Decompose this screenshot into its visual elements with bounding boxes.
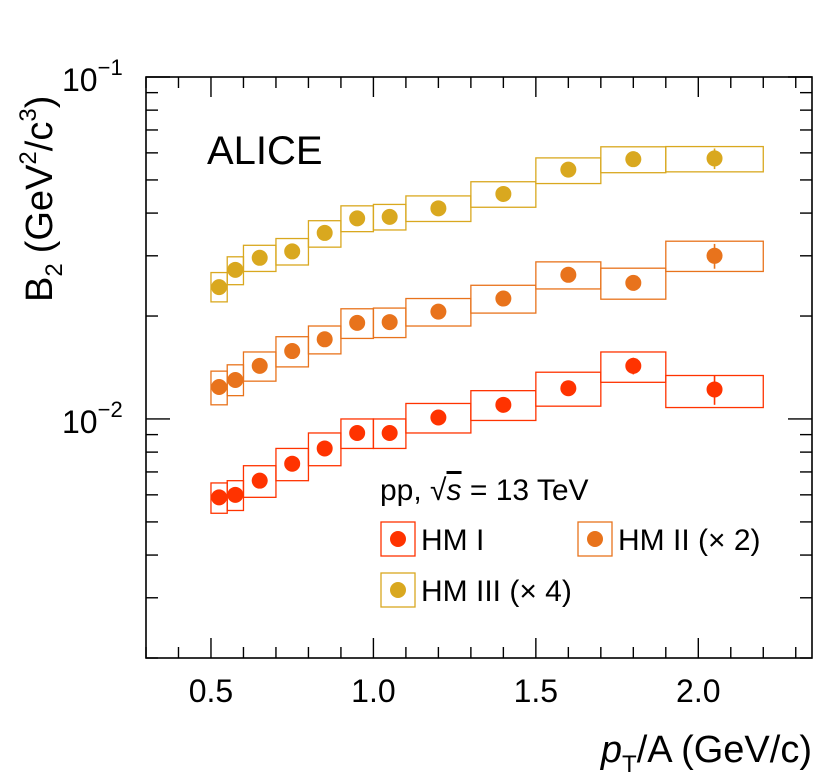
sys-error-box [405, 195, 472, 223]
data-point [316, 224, 333, 241]
data-point [560, 380, 577, 397]
x-tick-label: 0.5 [189, 673, 233, 709]
data-point [430, 303, 447, 320]
legend-marker [390, 582, 406, 598]
data-point [251, 357, 268, 374]
data-point [284, 455, 301, 472]
y-tick-label: 10−1 [62, 55, 123, 98]
data-point [495, 185, 512, 202]
x-axis-label: pT/A (GeV/c) [600, 729, 812, 778]
data-point [227, 486, 244, 503]
data-point [211, 379, 228, 396]
y-tick-label: 10−2 [62, 397, 123, 440]
sys-error-box [242, 465, 277, 498]
legend-marker [587, 531, 603, 547]
data-point [706, 247, 723, 264]
x-tick-label: 1.0 [351, 673, 395, 709]
data-point [251, 472, 268, 489]
plot-frame [145, 76, 813, 659]
legend: HM I HM II (× 2) HM III (× 4) [380, 521, 761, 608]
legend-marker [390, 531, 406, 547]
sys-error-box [275, 237, 310, 266]
data-point [349, 210, 366, 227]
sys-error-box [600, 351, 667, 383]
sys-error-box [307, 220, 342, 248]
data-point [560, 266, 577, 283]
legend-label: HM III (× 4) [421, 575, 572, 608]
sys-error-box [535, 371, 602, 407]
sys-error-box [307, 432, 342, 467]
data-point [349, 424, 366, 441]
sys-error-box [600, 267, 667, 300]
data-point [211, 279, 228, 296]
data-point [706, 150, 723, 167]
experiment-label: ALICE [207, 129, 323, 173]
data-point [430, 200, 447, 217]
data-point [251, 249, 268, 266]
data-point [625, 151, 642, 168]
sys-error-box [665, 240, 764, 273]
data-point [430, 409, 447, 426]
data-point [625, 274, 642, 291]
data-point [495, 396, 512, 413]
legend-box [380, 521, 416, 557]
legend-label: HM II (× 2) [618, 524, 761, 557]
data-point [211, 489, 228, 506]
x-tick-label: 1.5 [514, 673, 558, 709]
data-point [706, 381, 723, 398]
data-point [316, 440, 333, 457]
y-axis-label: B2(GeV2/c3) [15, 96, 68, 302]
sys-error-box [372, 418, 407, 450]
x-tick-label: 2.0 [676, 673, 720, 709]
data-point [227, 372, 244, 389]
data-point [625, 357, 642, 374]
legend-title: pp, √s = 13 TeV [380, 474, 589, 507]
data-point [495, 290, 512, 307]
sys-error-box [210, 271, 228, 303]
sys-error-box [470, 284, 537, 314]
data-point [284, 243, 301, 260]
data-point [381, 424, 398, 441]
data-point [381, 208, 398, 225]
legend-box [380, 572, 416, 608]
sys-error-box [665, 145, 764, 173]
sys-error-box [307, 325, 342, 355]
legend-label: HM I [421, 524, 484, 557]
data-point [381, 314, 398, 331]
data-point [227, 261, 244, 278]
sys-error-box [470, 181, 537, 208]
data-point [284, 343, 301, 360]
legend-box [577, 521, 613, 557]
data-point [560, 161, 577, 178]
data-point [316, 331, 333, 348]
data-point [349, 314, 366, 331]
